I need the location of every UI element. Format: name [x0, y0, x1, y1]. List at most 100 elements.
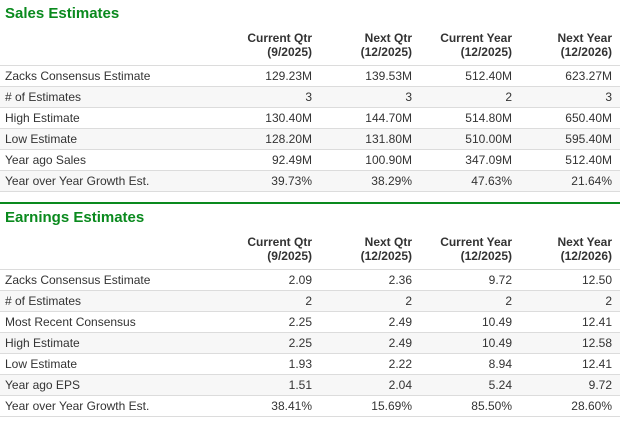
cell-value: 2.25: [220, 332, 320, 354]
row-label: Zacks Consensus Estimate: [0, 65, 220, 87]
cell-value: 38.29%: [320, 170, 420, 192]
cell-value: 2.49: [320, 332, 420, 354]
column-header-label: Next Year: [557, 235, 613, 249]
cell-value: 2.09: [220, 269, 320, 291]
column-header-period: (12/2025): [460, 249, 512, 263]
cell-value: 512.40M: [520, 149, 620, 171]
header-row: Current Qtr (9/2025) Next Qtr (12/2025) Curr…: [0, 233, 620, 270]
table-row: Year over Year Growth Est. 39.73% 38.29% 47…: [0, 170, 620, 192]
table-row: Low Estimate 1.93 2.22 8.94 12.41: [0, 353, 620, 375]
cell-value: 131.80M: [320, 128, 420, 150]
column-header: Current Year (12/2025): [420, 29, 520, 66]
column-header: Next Year (12/2026): [520, 233, 620, 270]
cell-value: 2.25: [220, 311, 320, 333]
table-row: Year over Year Growth Est. 38.41% 15.69% 85…: [0, 395, 620, 417]
cell-value: 10.49: [420, 311, 520, 333]
row-label: Year ago Sales: [0, 149, 220, 171]
column-header-period: (12/2025): [360, 249, 412, 263]
column-header-label: Next Qtr: [364, 31, 412, 45]
cell-value: 2: [220, 290, 320, 312]
row-label: # of Estimates: [0, 86, 220, 108]
column-header: Next Qtr (12/2025): [320, 29, 420, 66]
cell-value: 510.00M: [420, 128, 520, 150]
column-header-period: (9/2025): [267, 249, 312, 263]
row-label: High Estimate: [0, 332, 220, 354]
column-header-label: Current Qtr: [247, 31, 312, 45]
cell-value: 38.41%: [220, 395, 320, 417]
row-label: Year over Year Growth Est.: [0, 170, 220, 192]
column-header-label: Current Qtr: [247, 235, 312, 249]
column-header-period: (9/2025): [267, 45, 312, 59]
column-header-label: Current Year: [440, 235, 512, 249]
cell-value: 85.50%: [420, 395, 520, 417]
row-label: High Estimate: [0, 107, 220, 129]
table-row: Year ago Sales 92.49M 100.90M 347.09M 512.40…: [0, 149, 620, 171]
column-header-period: (12/2025): [360, 45, 412, 59]
cell-value: 28.60%: [520, 395, 620, 417]
row-label: Year over Year Growth Est.: [0, 395, 220, 417]
cell-value: 92.49M: [220, 149, 320, 171]
cell-value: 12.50: [520, 269, 620, 291]
estimates-table: Current Qtr (9/2025) Next Qtr (12/2025) Curr…: [0, 29, 620, 192]
table-header: Current Qtr (9/2025) Next Qtr (12/2025) Curr…: [0, 233, 620, 270]
cell-value: 9.72: [420, 269, 520, 291]
cell-value: 2: [420, 86, 520, 108]
table-row: High Estimate 130.40M 144.70M 514.80M 650.40…: [0, 107, 620, 129]
column-header-period: (12/2026): [560, 45, 612, 59]
table-row: Year ago EPS 1.51 2.04 5.24 9.72: [0, 374, 620, 396]
table-row: Low Estimate 128.20M 131.80M 510.00M 595.40M: [0, 128, 620, 150]
cell-value: 512.40M: [420, 65, 520, 87]
table-row: # of Estimates 2 2 2 2: [0, 290, 620, 312]
column-header: Current Qtr (9/2025): [220, 29, 320, 66]
cell-value: 595.40M: [520, 128, 620, 150]
column-header: Next Qtr (12/2025): [320, 233, 420, 270]
cell-value: 2: [420, 290, 520, 312]
section-title: Earnings Estimates: [5, 209, 145, 226]
cell-value: 2.04: [320, 374, 420, 396]
cell-value: 15.69%: [320, 395, 420, 417]
cell-value: 514.80M: [420, 107, 520, 129]
cell-value: 3: [220, 86, 320, 108]
cell-value: 9.72: [520, 374, 620, 396]
cell-value: 3: [520, 86, 620, 108]
corner-header: [0, 29, 220, 66]
column-header-label: Current Year: [440, 31, 512, 45]
cell-value: 39.73%: [220, 170, 320, 192]
row-label: Low Estimate: [0, 353, 220, 375]
cell-value: 139.53M: [320, 65, 420, 87]
estimates-page: Sales Estimates Current Qtr (9/2025) Next Q…: [0, 6, 620, 417]
cell-value: 128.20M: [220, 128, 320, 150]
cell-value: 144.70M: [320, 107, 420, 129]
corner-header: [0, 233, 220, 270]
cell-value: 1.93: [220, 353, 320, 375]
cell-value: 130.40M: [220, 107, 320, 129]
cell-value: 2: [320, 290, 420, 312]
row-label: Low Estimate: [0, 128, 220, 150]
cell-value: 2.22: [320, 353, 420, 375]
section-sales-estimates: Sales Estimates Current Qtr (9/2025) Next Q…: [0, 6, 620, 192]
column-header-label: Next Year: [557, 31, 613, 45]
section-earnings-estimates: Earnings Estimates Current Qtr (9/2025) Nex…: [0, 210, 620, 417]
cell-value: 12.41: [520, 311, 620, 333]
column-header: Current Year (12/2025): [420, 233, 520, 270]
table-row: High Estimate 2.25 2.49 10.49 12.58: [0, 332, 620, 354]
table-row: Zacks Consensus Estimate 2.09 2.36 9.72 12.5…: [0, 269, 620, 291]
cell-value: 3: [320, 86, 420, 108]
cell-value: 650.40M: [520, 107, 620, 129]
cell-value: 47.63%: [420, 170, 520, 192]
table-row: # of Estimates 3 3 2 3: [0, 86, 620, 108]
column-header-label: Next Qtr: [364, 235, 412, 249]
cell-value: 2.36: [320, 269, 420, 291]
cell-value: 21.64%: [520, 170, 620, 192]
section-title: Sales Estimates: [5, 5, 120, 22]
row-label: Most Recent Consensus: [0, 311, 220, 333]
cell-value: 2: [520, 290, 620, 312]
cell-value: 12.41: [520, 353, 620, 375]
cell-value: 12.58: [520, 332, 620, 354]
cell-value: 623.27M: [520, 65, 620, 87]
row-label: Year ago EPS: [0, 374, 220, 396]
cell-value: 8.94: [420, 353, 520, 375]
column-header-period: (12/2025): [460, 45, 512, 59]
column-header-period: (12/2026): [560, 249, 612, 263]
cell-value: 5.24: [420, 374, 520, 396]
